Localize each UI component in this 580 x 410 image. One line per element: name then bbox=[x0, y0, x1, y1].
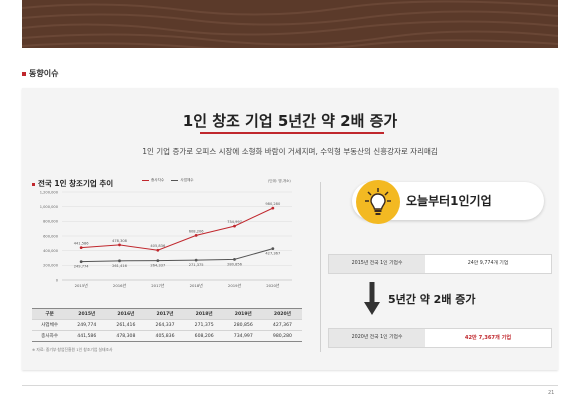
data-point bbox=[156, 259, 160, 263]
data-point bbox=[118, 243, 121, 247]
chart-title-text: 전국 1인 창조기업 추이 bbox=[38, 179, 114, 188]
info-value: 42만 7,367개 기업 bbox=[464, 335, 512, 341]
data-label: 249,774 bbox=[74, 265, 90, 269]
x-tick-label: 2019년 bbox=[228, 283, 242, 288]
headline-underline bbox=[200, 132, 384, 134]
table-cell: 427,367 bbox=[262, 319, 302, 331]
vertical-divider bbox=[320, 182, 321, 352]
wood-grain-pattern bbox=[22, 0, 558, 48]
lightbulb-icon bbox=[365, 188, 391, 215]
table-cell: 261,416 bbox=[106, 319, 146, 331]
table-header: 2015년 bbox=[67, 308, 107, 320]
data-point bbox=[271, 247, 275, 251]
header-banner bbox=[22, 0, 558, 48]
growth-text: 5년간 약 2배 증가 bbox=[388, 293, 476, 306]
table-cell: 405,836 bbox=[145, 330, 185, 342]
info-row-2015: 2015년 전국 1인 기업수 24만 9,774개 기업 bbox=[328, 254, 552, 274]
page-number: 21 bbox=[548, 390, 555, 396]
series-line-1 bbox=[81, 207, 274, 251]
table-cell: 249,774 bbox=[67, 319, 107, 331]
data-label: 427,367 bbox=[265, 252, 280, 256]
content-card: 1인 창조 기업 5년간 약 2배 증가 1인 기업 증가로 오피스 시장에 소… bbox=[22, 88, 558, 370]
data-point bbox=[118, 259, 121, 263]
x-tick-label: 2020년 bbox=[266, 283, 280, 288]
data-point bbox=[156, 248, 160, 252]
data-point bbox=[233, 258, 236, 261]
x-tick-label: 2017년 bbox=[151, 283, 165, 288]
data-label: 980,280 bbox=[265, 202, 281, 206]
table-header: 2017년 bbox=[145, 308, 185, 320]
down-arrow-icon bbox=[364, 282, 380, 315]
table-header: 2019년 bbox=[223, 308, 263, 320]
data-label: 734,997 bbox=[227, 220, 242, 224]
badge-text: 오늘부터1인기업 bbox=[406, 194, 492, 208]
table-header: 2018년 bbox=[184, 308, 224, 320]
data-label: 264,337 bbox=[150, 264, 165, 268]
data-label: 441,586 bbox=[74, 242, 90, 246]
table-cell: 264,337 bbox=[145, 319, 185, 331]
data-label: 280,856 bbox=[227, 262, 243, 266]
headline-title: 1인 창조 기업 5년간 약 2배 증가 bbox=[182, 112, 398, 130]
table-cell: 608,206 bbox=[184, 330, 224, 342]
x-tick-label: 2018년 bbox=[190, 283, 204, 288]
data-label: 405,836 bbox=[150, 244, 166, 248]
red-square-icon bbox=[22, 71, 26, 76]
y-tick-label: 1,000,000 bbox=[40, 205, 59, 209]
y-tick-label: 1,200,000 bbox=[40, 190, 59, 194]
table-header-row: 구분 2015년 2016년 2017년 2018년 2019년 2020년 bbox=[32, 308, 302, 320]
chart-title: 전국 1인 창조기업 추이 bbox=[32, 178, 113, 189]
x-tick-label: 2015년 bbox=[75, 283, 89, 288]
table-row: 사업체수 249,774 261,416 264,337 271,375 280… bbox=[32, 319, 302, 331]
y-tick-label: 0 bbox=[56, 278, 59, 282]
legend-key-gray bbox=[171, 179, 179, 181]
headline-subtitle: 1인 기업 증가로 오피스 시장에 소형화 바람이 거세지며, 수익형 부동산의… bbox=[142, 147, 438, 156]
red-square-icon bbox=[32, 182, 35, 186]
table-row: 종사자수 441,586 478,308 405,836 608,206 734… bbox=[32, 330, 302, 342]
table-footnote: ※ 자료: 중기부·창업진흥원 1인 창조기업 실태조사 bbox=[32, 347, 113, 352]
data-label: 271,375 bbox=[189, 263, 204, 267]
data-point bbox=[79, 260, 83, 264]
legend-label-2: 사업체수 bbox=[180, 178, 194, 182]
y-tick-label: 200,000 bbox=[43, 264, 59, 268]
data-point bbox=[233, 224, 236, 228]
chart-unit-note: (단위: 명,개소) bbox=[268, 179, 291, 183]
table-cell: 478,308 bbox=[106, 330, 146, 342]
table-header: 2020년 bbox=[262, 308, 302, 320]
data-point bbox=[271, 206, 275, 210]
data-table: 구분 2015년 2016년 2017년 2018년 2019년 2020년 사… bbox=[32, 308, 302, 342]
data-point bbox=[194, 258, 198, 262]
y-tick-label: 800,000 bbox=[43, 220, 59, 224]
info-value: 24만 9,774개 기업 bbox=[467, 261, 509, 266]
data-label: 608,206 bbox=[189, 229, 205, 233]
section-label: 동향이슈 bbox=[22, 68, 58, 79]
table-cell: 종사자수 bbox=[32, 330, 68, 342]
legend-key-red bbox=[142, 179, 149, 181]
table-cell: 441,586 bbox=[67, 330, 107, 342]
table-cell: 980,280 bbox=[262, 330, 302, 342]
table-cell: 사업체수 bbox=[32, 319, 68, 331]
data-label: 261,416 bbox=[112, 264, 128, 268]
info-label: 2015년 전국 1인 기업수 bbox=[329, 255, 425, 273]
line-chart: 0 200,000 400,000 600,000 800,000 1,000,000 1,… bbox=[40, 190, 292, 288]
chart-legend: 종사자수 사업체수 bbox=[142, 178, 194, 183]
table-cell: 280,856 bbox=[223, 319, 263, 331]
info-label: 2020년 전국 1인 기업수 bbox=[329, 329, 425, 347]
table-cell: 734,997 bbox=[223, 330, 263, 342]
lightbulb-badge bbox=[356, 180, 400, 224]
info-row-2020: 2020년 전국 1인 기업수 42만 7,367개 기업 bbox=[328, 328, 552, 348]
legend-label-1: 종사자수 bbox=[151, 178, 165, 182]
x-tick-label: 2016년 bbox=[113, 283, 127, 288]
table-header: 2016년 bbox=[106, 308, 146, 320]
y-tick-label: 400,000 bbox=[43, 249, 59, 253]
data-point bbox=[194, 233, 198, 237]
table-cell: 271,375 bbox=[184, 319, 224, 331]
section-label-text: 동향이슈 bbox=[29, 69, 59, 78]
table-header: 구분 bbox=[32, 308, 68, 320]
y-tick-label: 600,000 bbox=[43, 234, 59, 238]
arrow-down-icon bbox=[364, 188, 380, 222]
series-line-2 bbox=[81, 248, 273, 263]
footer-rule bbox=[22, 385, 558, 386]
data-label: 478,308 bbox=[112, 239, 128, 243]
data-point bbox=[79, 246, 83, 250]
